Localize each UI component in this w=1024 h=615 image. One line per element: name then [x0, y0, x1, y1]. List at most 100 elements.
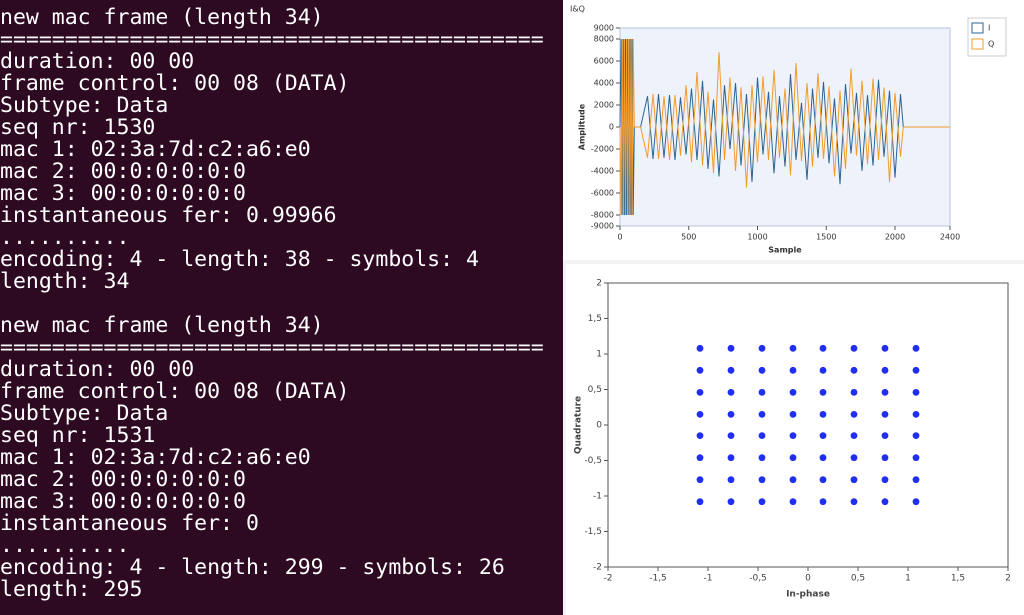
y-tick-label: -4000: [591, 167, 614, 176]
point: [758, 410, 766, 418]
point: [696, 454, 704, 462]
point: [850, 366, 858, 374]
y-tick-label: -2000: [591, 145, 614, 154]
point: [758, 366, 766, 374]
point: [912, 476, 920, 484]
terminal-line: encoding: 4 - length: 299 - symbols: 26: [0, 555, 505, 580]
point: [727, 454, 735, 462]
y-tick-label: -1,5: [584, 527, 602, 537]
y-tick-label: 0: [596, 421, 602, 431]
point: [696, 498, 704, 506]
point: [881, 498, 889, 506]
point: [758, 476, 766, 484]
point: [881, 344, 889, 352]
point: [789, 432, 797, 440]
point: [850, 476, 858, 484]
y-axis-label: Quadrature: [574, 396, 584, 454]
y-tick-label: 4000: [594, 79, 614, 88]
y-tick-label: -1: [593, 492, 602, 502]
point: [727, 498, 735, 506]
point: [727, 476, 735, 484]
legend-swatch: [971, 22, 984, 34]
x-tick-label: 500: [681, 233, 696, 242]
iq-plot-area: [619, 27, 951, 227]
point: [912, 366, 920, 374]
x-tick-label: 2400: [940, 233, 960, 242]
terminal-line: frame control: 00 08 (DATA): [0, 71, 350, 96]
point: [789, 366, 797, 374]
terminal-bg: [0, 0, 563, 615]
point: [850, 498, 858, 506]
terminal-line: mac 3: 00:0:0:0:0:0: [0, 489, 246, 514]
legend-swatch: [971, 38, 984, 50]
point: [881, 454, 889, 462]
terminal-line: seq nr: 1530: [0, 115, 155, 140]
terminal-line: mac 3: 00:0:0:0:0:0: [0, 181, 246, 206]
terminal: new mac frame (length 34)===============…: [0, 5, 544, 602]
point: [850, 454, 858, 462]
point: [912, 498, 920, 506]
x-tick-label: 1: [905, 574, 911, 584]
y-tick-label: 2000: [594, 101, 614, 110]
legend-box: [967, 17, 1007, 57]
terminal-line: instantaneous fer: 0.99966: [0, 203, 337, 228]
point: [912, 454, 920, 462]
point: [819, 410, 827, 418]
terminal-line: Subtype: Data: [0, 401, 168, 426]
point: [819, 454, 827, 462]
point: [696, 366, 704, 374]
y-tick-label: 1: [596, 350, 602, 360]
x-axis-label: In-phase: [786, 590, 830, 600]
terminal-line: mac 2: 00:0:0:0:0:0: [0, 467, 246, 492]
point: [850, 410, 858, 418]
x-tick-label: 0,5: [851, 574, 865, 584]
constellation-plot-area: [607, 282, 1009, 568]
point: [696, 476, 704, 484]
y-tick-label: -2: [593, 563, 602, 573]
point: [912, 344, 920, 352]
terminal-line: new mac frame (length 34): [0, 5, 324, 30]
terminal-line: ..........: [0, 533, 129, 558]
x-tick-label: 0: [617, 233, 622, 242]
point: [850, 388, 858, 396]
point: [819, 498, 827, 506]
x-tick-label: -2: [604, 574, 613, 584]
y-tick-label: -8000: [591, 211, 614, 220]
point: [912, 410, 920, 418]
point: [758, 454, 766, 462]
point: [850, 344, 858, 352]
terminal-line: seq nr: 1531: [0, 423, 155, 448]
point: [819, 344, 827, 352]
y-axis-label: Amplitude: [578, 103, 587, 150]
point: [819, 366, 827, 374]
point: [758, 498, 766, 506]
point: [912, 388, 920, 396]
y-tick-label: 9000: [594, 24, 614, 33]
y-tick-label: 0: [609, 123, 614, 132]
x-axis-label: Sample: [768, 246, 802, 255]
point: [727, 366, 735, 374]
point: [912, 432, 920, 440]
x-tick-label: 1,5: [951, 574, 965, 584]
terminal-line: duration: 00 00: [0, 49, 194, 74]
point: [758, 432, 766, 440]
x-tick-label: 2000: [885, 233, 905, 242]
legend-label: Q: [988, 40, 994, 49]
x-tick-label: -1,5: [649, 574, 667, 584]
x-tick-label: 1000: [747, 233, 767, 242]
y-tick-label: 6000: [594, 57, 614, 66]
y-tick-label: 8000: [594, 35, 614, 44]
x-tick-label: 2: [1005, 574, 1011, 584]
series-line: [619, 38, 950, 216]
terminal-line: encoding: 4 - length: 38 - symbols: 4: [0, 247, 479, 272]
point: [727, 410, 735, 418]
point: [696, 388, 704, 396]
point: [758, 388, 766, 396]
point: [696, 344, 704, 352]
x-tick-label: -0,5: [749, 574, 767, 584]
y-tick-label: 1,5: [588, 314, 602, 324]
point: [696, 410, 704, 418]
terminal-line: length: 34: [0, 269, 129, 294]
